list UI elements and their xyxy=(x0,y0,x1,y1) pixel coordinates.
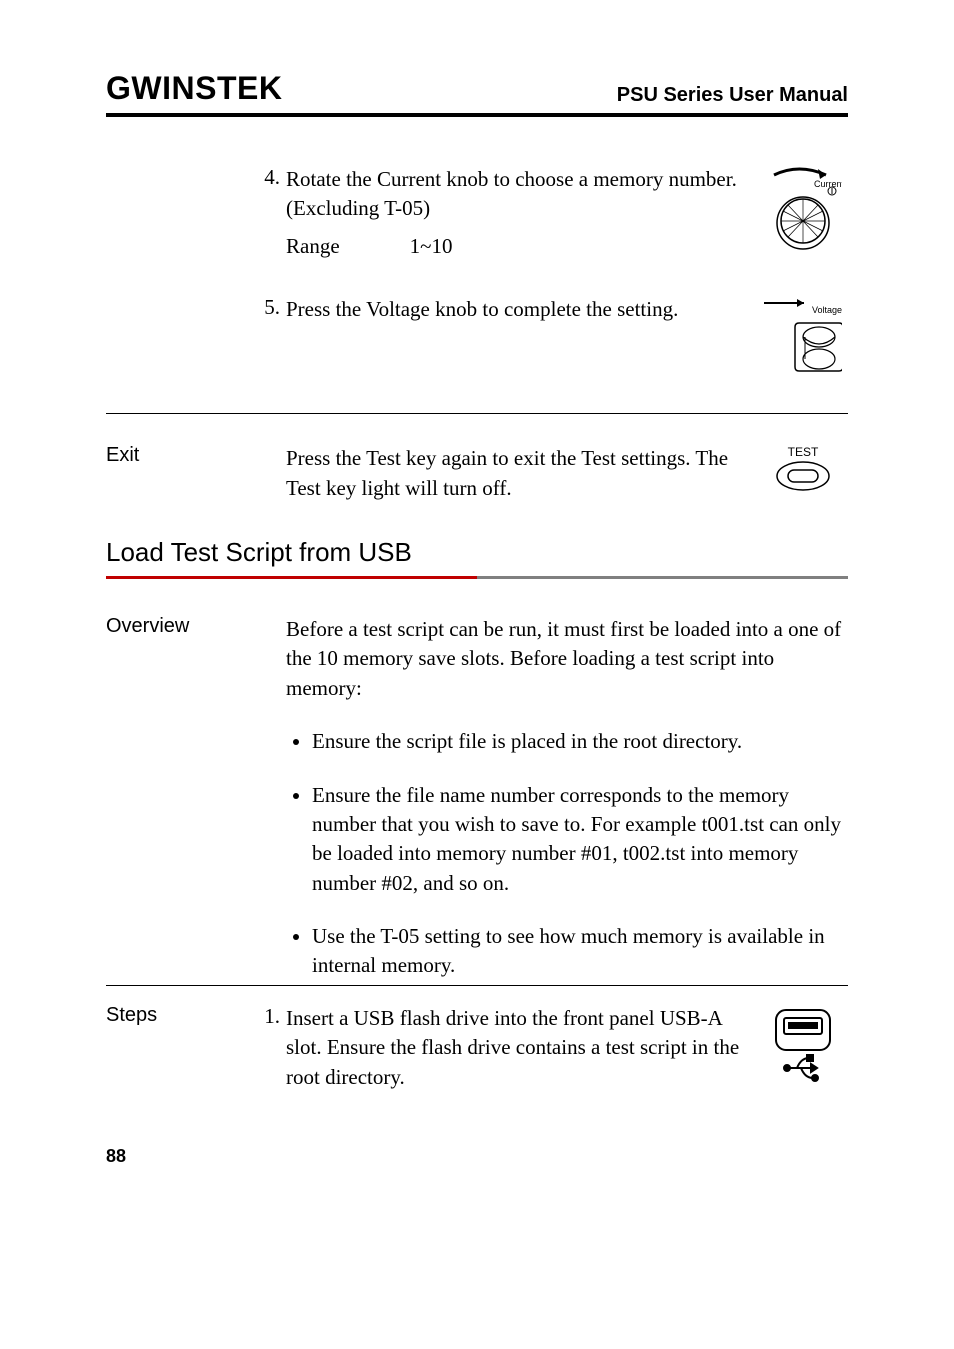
section-title: Load Test Script from USB xyxy=(106,537,848,568)
overview-row: Overview Before a test script can be run… xyxy=(106,615,848,985)
brand-logo: GWINSTEK xyxy=(106,70,282,107)
page-number: 88 xyxy=(106,1146,848,1167)
overview-intro: Before a test script can be run, it must… xyxy=(286,615,848,703)
step-4-text: Rotate the Current knob to choose a memo… xyxy=(286,167,737,220)
voltage-knob-label: Voltage xyxy=(812,305,842,315)
header-rule xyxy=(106,113,848,117)
steps-label: Steps xyxy=(106,1004,256,1027)
usb-port-icon xyxy=(758,1004,848,1088)
step-4-range-line: Range 1~10 xyxy=(286,232,758,261)
step-5-row: 5. Press the Voltage knob to complete th… xyxy=(106,295,848,379)
document-page: GWINSTEK PSU Series User Manual 4. Rotat… xyxy=(0,0,954,1207)
exit-row: Exit Press the Test key again to exit th… xyxy=(106,444,848,503)
exit-text: Press the Test key again to exit the Tes… xyxy=(286,446,728,499)
steps-1-number: 1. xyxy=(256,1004,286,1029)
divider-rule-1 xyxy=(106,413,848,414)
step-4-range-value: 1~10 xyxy=(410,232,453,261)
page-header: GWINSTEK PSU Series User Manual xyxy=(106,70,848,107)
step-4-row: 4. Rotate the Current knob to choose a m… xyxy=(106,165,848,261)
step-5-number: 5. xyxy=(256,295,286,320)
step-5-body: Press the Voltage knob to complete the s… xyxy=(286,295,758,324)
steps-1-body: Insert a USB flash drive into the front … xyxy=(286,1004,758,1092)
step-4-body: Rotate the Current knob to choose a memo… xyxy=(286,165,758,261)
overview-label: Overview xyxy=(106,615,256,638)
voltage-knob-icon: Voltage xyxy=(758,295,848,379)
overview-bullet-3: Use the T-05 setting to see how much mem… xyxy=(312,922,848,981)
overview-body: Before a test script can be run, it must… xyxy=(286,615,848,985)
overview-bullets: Ensure the script file is placed in the … xyxy=(286,727,848,981)
step-4-number: 4. xyxy=(256,165,286,190)
overview-bullet-1: Ensure the script file is placed in the … xyxy=(312,727,848,756)
exit-body: Press the Test key again to exit the Tes… xyxy=(286,444,758,503)
step-5-text: Press the Voltage knob to complete the s… xyxy=(286,297,678,321)
current-knob-label: Current xyxy=(814,179,842,189)
section-rule xyxy=(106,576,848,579)
step-4-range-label: Range xyxy=(286,232,340,261)
steps-row: Steps 1. Insert a USB flash drive into t… xyxy=(106,1004,848,1092)
steps-1-text: Insert a USB flash drive into the front … xyxy=(286,1006,739,1089)
current-knob-icon: Current xyxy=(758,165,848,255)
overview-bullet-2: Ensure the file name number corresponds … xyxy=(312,781,848,899)
test-button-icon: TEST xyxy=(758,444,848,494)
test-button-label: TEST xyxy=(788,445,819,459)
divider-rule-2 xyxy=(106,985,848,986)
manual-title: PSU Series User Manual xyxy=(617,84,848,107)
exit-label: Exit xyxy=(106,444,256,467)
